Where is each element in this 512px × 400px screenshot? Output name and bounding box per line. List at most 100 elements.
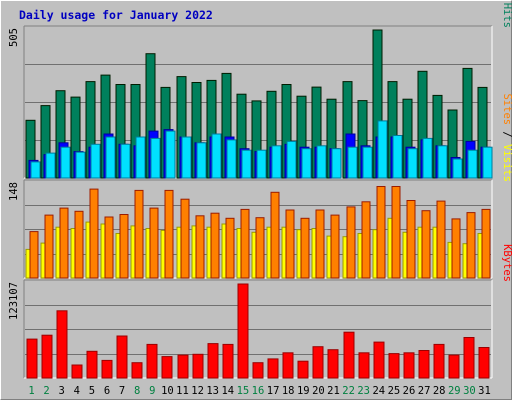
day-label-24: 24 bbox=[372, 385, 385, 397]
day-label-6: 6 bbox=[104, 385, 110, 397]
day-label-29: 29 bbox=[448, 385, 461, 397]
bar-pages-9 bbox=[150, 137, 161, 179]
panel-legend: KBytes bbox=[501, 244, 512, 282]
series-kbytes bbox=[26, 283, 490, 379]
day-label-16: 16 bbox=[252, 385, 265, 397]
bar-sites-11 bbox=[180, 198, 190, 279]
bar-kbytes-2 bbox=[41, 334, 53, 379]
bar-pages-5 bbox=[90, 143, 101, 179]
bar-kbytes-1 bbox=[26, 338, 38, 379]
bar-pages-11 bbox=[181, 136, 192, 179]
panel-max-label: 148 bbox=[8, 182, 20, 201]
panel-max-label: 123107 bbox=[8, 282, 20, 320]
day-label-18: 18 bbox=[282, 385, 295, 397]
bar-pages-15 bbox=[241, 149, 252, 179]
bar-sites-28 bbox=[436, 200, 446, 279]
bar-sites-22 bbox=[346, 206, 356, 279]
bar-pages-10 bbox=[165, 130, 176, 179]
day-label-19: 19 bbox=[297, 385, 310, 397]
bar-kbytes-19 bbox=[297, 360, 309, 379]
panel-2: 123107 KBytes bbox=[8, 244, 512, 379]
bar-pages-30 bbox=[467, 149, 478, 179]
bar-kbytes-22 bbox=[343, 331, 355, 379]
bar-kbytes-7 bbox=[116, 335, 128, 379]
bar-kbytes-16 bbox=[252, 362, 264, 379]
bar-kbytes-12 bbox=[192, 353, 204, 379]
day-label-7: 7 bbox=[119, 385, 125, 397]
panel-legend: Sites / Visits bbox=[501, 93, 512, 182]
bar-sites-7 bbox=[119, 214, 129, 279]
bar-sites-23 bbox=[361, 201, 371, 279]
bar-sites-30 bbox=[466, 212, 476, 279]
bar-kbytes-6 bbox=[101, 359, 113, 379]
bar-sites-16 bbox=[255, 217, 265, 279]
day-label-9: 9 bbox=[149, 385, 155, 397]
bar-sites-18 bbox=[285, 209, 295, 279]
bar-kbytes-26 bbox=[403, 352, 415, 379]
panel-legend: Pages / Files / Hits bbox=[501, 0, 512, 28]
day-label-23: 23 bbox=[357, 385, 370, 397]
bar-kbytes-5 bbox=[86, 350, 98, 379]
day-label-15: 15 bbox=[237, 385, 250, 397]
bar-pages-20 bbox=[316, 145, 327, 179]
bar-pages-22 bbox=[347, 146, 358, 179]
bar-kbytes-11 bbox=[177, 354, 189, 379]
bar-pages-1 bbox=[30, 161, 41, 179]
legend-separator: / bbox=[501, 125, 512, 144]
bar-sites-9 bbox=[149, 207, 159, 279]
bar-pages-16 bbox=[256, 149, 267, 179]
bar-sites-17 bbox=[270, 191, 280, 279]
bar-pages-2 bbox=[45, 152, 56, 179]
bar-pages-23 bbox=[362, 146, 373, 179]
bar-pages-12 bbox=[196, 142, 207, 179]
day-label-14: 14 bbox=[221, 385, 234, 397]
bar-sites-20 bbox=[315, 209, 325, 279]
bar-kbytes-10 bbox=[161, 356, 173, 379]
day-label-3: 3 bbox=[59, 385, 65, 397]
legend-sites: Sites bbox=[501, 93, 512, 125]
day-label-4: 4 bbox=[74, 385, 80, 397]
series-sites bbox=[29, 186, 491, 279]
bar-sites-10 bbox=[164, 189, 174, 279]
day-label-28: 28 bbox=[433, 385, 446, 397]
legend-visits: Visits bbox=[501, 144, 512, 182]
day-label-21: 21 bbox=[327, 385, 340, 397]
bar-pages-14 bbox=[226, 139, 237, 179]
bar-pages-13 bbox=[211, 133, 222, 179]
bar-kbytes-23 bbox=[358, 352, 370, 379]
bar-pages-24 bbox=[377, 120, 388, 179]
bar-kbytes-14 bbox=[222, 343, 234, 379]
bar-kbytes-21 bbox=[327, 349, 339, 379]
day-label-30: 30 bbox=[463, 385, 476, 397]
panel-0: 505 Pages / Files / Hits bbox=[8, 0, 512, 179]
bar-sites-27 bbox=[421, 210, 431, 279]
day-label-17: 17 bbox=[267, 385, 280, 397]
bar-sites-1 bbox=[29, 231, 39, 279]
bar-kbytes-18 bbox=[282, 352, 294, 379]
bar-pages-27 bbox=[422, 137, 433, 179]
bar-kbytes-29 bbox=[448, 354, 460, 379]
series-pages bbox=[30, 120, 493, 179]
day-label-1: 1 bbox=[28, 385, 34, 397]
bar-pages-26 bbox=[407, 148, 418, 179]
bar-kbytes-17 bbox=[267, 358, 279, 379]
bar-pages-4 bbox=[75, 151, 86, 179]
day-label-26: 26 bbox=[403, 385, 416, 397]
bar-kbytes-15 bbox=[237, 283, 249, 379]
bar-sites-2 bbox=[44, 214, 54, 279]
bar-sites-24 bbox=[376, 186, 386, 279]
bar-pages-19 bbox=[301, 148, 312, 179]
bar-sites-5 bbox=[89, 188, 99, 279]
bar-kbytes-20 bbox=[312, 346, 324, 379]
legend-kbytes: KBytes bbox=[501, 244, 512, 282]
bar-sites-19 bbox=[300, 217, 310, 279]
bar-pages-31 bbox=[482, 146, 493, 179]
bar-kbytes-27 bbox=[418, 350, 430, 379]
bar-kbytes-3 bbox=[56, 310, 68, 379]
bar-sites-4 bbox=[74, 210, 84, 279]
day-label-12: 12 bbox=[191, 385, 204, 397]
bar-kbytes-13 bbox=[207, 343, 219, 379]
bar-pages-3 bbox=[60, 146, 71, 179]
legend-hits: Hits bbox=[501, 3, 512, 28]
